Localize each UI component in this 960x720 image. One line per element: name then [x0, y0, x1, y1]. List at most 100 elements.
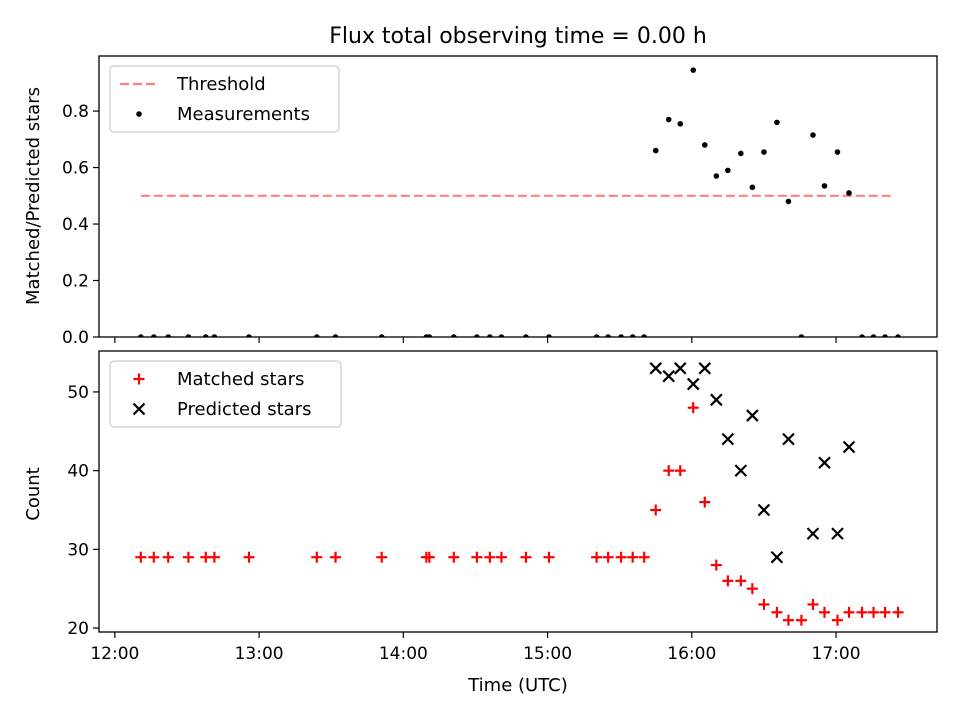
measurements-point	[798, 334, 805, 337]
measurements-point	[641, 334, 648, 337]
matched-stars-point	[243, 551, 255, 563]
matched-stars-point	[484, 551, 496, 563]
matched-stars-point	[699, 496, 711, 508]
matched-stars-point	[722, 575, 734, 587]
ratio-data-layer	[138, 67, 901, 337]
measurements-point	[523, 334, 529, 337]
matched-stars-point	[520, 551, 532, 563]
count-y-tick-label: 50	[67, 383, 89, 403]
predicted-stars-point-b	[842, 440, 856, 454]
matched-stars-point	[330, 551, 342, 563]
measurements-point	[618, 334, 624, 337]
legend-matched-stars-label: Matched stars	[177, 369, 304, 390]
predicted-stars-point	[842, 440, 856, 454]
measurements-point	[859, 334, 865, 337]
measurements-point	[810, 132, 816, 138]
predicted-stars-point	[698, 362, 712, 375]
measurements-point	[774, 119, 780, 126]
matched-stars-point	[627, 551, 639, 563]
measurements-point	[665, 116, 672, 123]
matched-stars-point	[615, 551, 627, 563]
measurements-point	[738, 150, 744, 157]
measurements-point	[546, 334, 552, 337]
predicted-stars-point-b	[818, 456, 831, 470]
matched-stars-point	[376, 551, 388, 563]
predicted-stars-point	[721, 432, 735, 446]
matched-stars-point	[602, 551, 614, 563]
count-axes-frame	[98, 350, 938, 633]
matched-stars-point	[868, 606, 880, 618]
predicted-stars-point	[757, 503, 771, 517]
legend-measurements-swatch	[136, 111, 142, 117]
matched-stars-point	[782, 614, 794, 626]
legend-predicted-stars-swatch-b	[132, 402, 146, 416]
ratio-y-tick-label: 0.4	[62, 215, 89, 235]
ratio-legend: Threshold Measurements	[109, 65, 340, 133]
measurements-point	[313, 334, 320, 337]
measurements-point	[332, 334, 339, 337]
predicted-stars-point	[806, 527, 820, 540]
matched-stars-point	[892, 606, 904, 618]
ratio-y-tick-label: 0.6	[62, 159, 89, 179]
matched-stars-point	[591, 551, 603, 563]
ratio-y-tick-label: 0.8	[62, 102, 89, 122]
ratio-axes-frame	[98, 55, 938, 338]
ratio-y-tick-label: 0.0	[62, 328, 89, 348]
predicted-stars-point	[831, 527, 844, 540]
matched-stars-point	[650, 504, 662, 516]
predicted-stars-point-b	[721, 432, 735, 446]
y-axis-label-ratio: Matched/Predicted stars	[23, 87, 44, 305]
measurements-point	[701, 142, 708, 148]
measurements-point	[605, 334, 611, 337]
predicted-stars-point	[662, 369, 676, 383]
matched-stars-point	[856, 606, 868, 618]
panel-counts: 20 30 40 50 12:00 13:00 14:00 15:00 16:00 17:00 Ma…	[67, 350, 938, 664]
predicted-stars-point	[818, 456, 831, 470]
matched-stars-point	[746, 583, 758, 595]
predicted-stars-point-b	[757, 503, 771, 517]
matched-stars-point	[771, 606, 783, 618]
measurements-point	[474, 334, 480, 337]
predicted-stars-point	[746, 409, 759, 422]
x-axis-label: Time (UTC)	[467, 675, 568, 696]
x-tick-label: 15:00	[523, 644, 572, 664]
measurements-point	[202, 334, 209, 337]
predicted-stars-point-b	[734, 464, 748, 477]
matched-stars-point	[795, 614, 807, 626]
matched-stars-point	[807, 598, 819, 610]
measurements-point	[593, 334, 600, 337]
predicted-stars-point-b	[673, 362, 687, 375]
measurements-point	[821, 183, 828, 189]
predicted-stars-point	[710, 393, 723, 407]
predicted-stars-point-b	[710, 393, 723, 407]
measurements-point	[652, 147, 659, 154]
predicted-stars-point-b	[782, 432, 795, 446]
predicted-stars-point-b	[686, 377, 700, 391]
predicted-stars-point	[782, 432, 795, 446]
legend-measurements-label: Measurements	[177, 104, 310, 125]
matched-stars-point	[758, 598, 770, 610]
panel-ratio: 0.0 0.2 0.4 0.6 0.8 Threshold Measurements	[62, 55, 938, 348]
predicted-stars-point-b	[662, 369, 676, 383]
matched-stars-point	[674, 465, 686, 477]
matched-stars-point	[831, 614, 843, 626]
count-y-tick-label: 40	[67, 462, 89, 482]
matched-stars-point	[448, 551, 460, 563]
predicted-stars-point	[686, 377, 700, 391]
measurements-point	[451, 334, 457, 337]
measurements-point	[895, 334, 901, 337]
measurements-point	[677, 120, 684, 127]
legend-predicted-stars-swatch	[132, 402, 146, 416]
measurements-point	[246, 334, 252, 337]
chart-title: Flux total observing time = 0.00 h	[329, 24, 707, 49]
measurements-point	[378, 334, 385, 337]
predicted-stars-point-b	[831, 527, 844, 540]
x-tick-label: 16:00	[667, 644, 716, 664]
ratio-y-tick-label: 0.2	[62, 272, 89, 292]
predicted-stars-point-b	[649, 362, 663, 375]
predicted-stars-point	[673, 362, 687, 375]
predicted-stars-point	[770, 550, 784, 564]
measurements-point	[725, 167, 731, 174]
matched-stars-point	[638, 551, 650, 563]
